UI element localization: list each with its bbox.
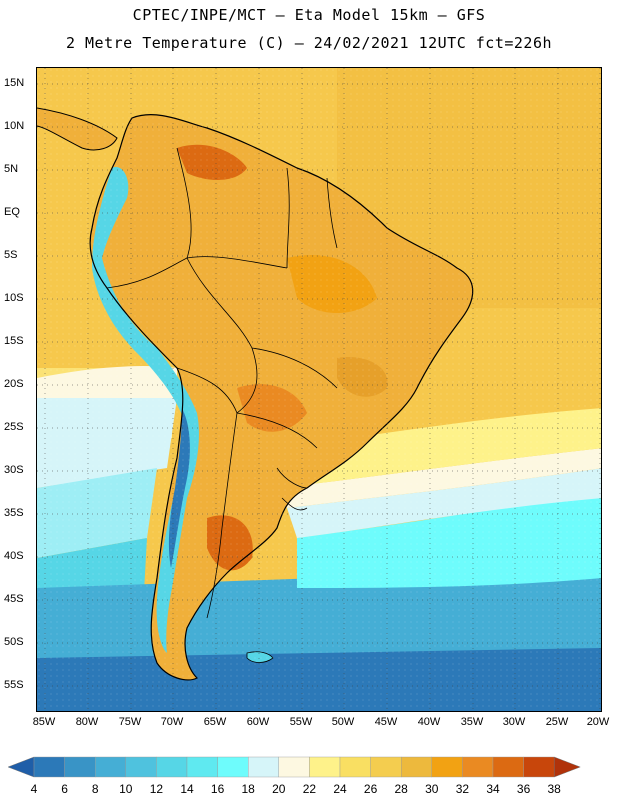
lat-label-10n: 10N: [4, 120, 25, 132]
coastline: [89, 114, 474, 681]
colorbar-tick-label: 18: [241, 782, 255, 796]
map-title: CPTEC/INPE/MCT – Eta Model 15km – GFS: [132, 6, 486, 24]
lon-label-70w: 70W: [160, 716, 184, 728]
lat-label-35s: 35S: [4, 507, 24, 519]
country-borders: [106, 147, 338, 619]
lat-label-5s: 5S: [4, 249, 18, 261]
lon-label-25w: 25W: [545, 716, 569, 728]
lon-label-20w: 20W: [586, 716, 610, 728]
map-subtitle: 2 Metre Temperature (C) – 24/02/2021 12U…: [65, 34, 553, 52]
lon-label-30w: 30W: [502, 716, 526, 728]
lon-label-45w: 45W: [374, 716, 398, 728]
colorbar-cell: [125, 756, 157, 778]
lon-label-40w: 40W: [417, 716, 441, 728]
lat-label-50s: 50S: [4, 636, 24, 648]
lat-label-40s: 40S: [4, 550, 24, 562]
colorbar-cell: [523, 756, 555, 778]
colorbar-low-arrow: [8, 756, 35, 778]
lat-label-55s: 55S: [4, 679, 24, 691]
lon-label-80w: 80W: [75, 716, 99, 728]
central-america-coastline: [37, 107, 118, 151]
lon-label-85w: 85W: [32, 716, 56, 728]
colorbar-cell: [431, 756, 463, 778]
colorbar-tick-label: 34: [486, 782, 500, 796]
colorbar-tick-label: 4: [30, 782, 38, 796]
colorbar-tick-label: 16: [210, 782, 225, 796]
colorbar-tick-label: 32: [455, 782, 470, 796]
colorbar-cell: [492, 756, 524, 778]
colorbar-cell: [339, 756, 371, 778]
lat-label-45s: 45S: [4, 593, 24, 605]
temperature-map: [36, 67, 602, 712]
temperature-colorbar: [8, 756, 581, 778]
colorbar-tick-label: 20: [272, 782, 286, 796]
colorbar-cell: [186, 756, 218, 778]
lon-label-35w: 35W: [460, 716, 484, 728]
colorbar-tick-label: 12: [149, 782, 164, 796]
colorbar-tick-label: 6: [61, 782, 68, 796]
lon-label-60w: 60W: [246, 716, 270, 728]
lat-label-20s: 20S: [4, 378, 24, 390]
lat-label-15s: 15S: [4, 335, 24, 347]
colorbar-cell: [309, 756, 341, 778]
lat-label-5n: 5N: [4, 163, 19, 175]
colorbar-tick-label: 14: [180, 782, 194, 796]
colorbar-tick-label: 26: [363, 782, 378, 796]
colorbar-tick-label: 22: [302, 782, 317, 796]
lon-label-50w: 50W: [331, 716, 355, 728]
colorbar-cell: [33, 756, 65, 778]
colorbar-tick-label: 36: [516, 782, 531, 796]
colorbar-cell: [94, 756, 126, 778]
texture-overlay: [37, 68, 601, 711]
colorbar-cell: [247, 756, 279, 778]
colorbar-tick-label: 8: [91, 782, 99, 796]
lon-label-65w: 65W: [203, 716, 227, 728]
colorbar-tick-label: 28: [394, 782, 408, 796]
colorbar-cell: [370, 756, 402, 778]
colorbar-tick-label: 38: [547, 782, 561, 796]
colorbar-cell: [278, 756, 310, 778]
lat-label-30s: 30S: [4, 464, 24, 476]
colorbar-cell: [462, 756, 494, 778]
lon-label-75w: 75W: [118, 716, 142, 728]
colorbar-cell: [401, 756, 433, 778]
colorbar-cell: [217, 756, 249, 778]
temperature-field: [37, 68, 601, 711]
colorbar-tick-label: 10: [119, 782, 133, 796]
colorbar-cell: [64, 756, 96, 778]
colorbar-tick-label: 30: [425, 782, 439, 796]
colorbar-high-arrow: [553, 756, 581, 778]
lat-label-eq: EQ: [4, 206, 20, 218]
colorbar-cell: [156, 756, 188, 778]
colorbar-tick-label: 24: [333, 782, 347, 796]
lon-label-55w: 55W: [289, 716, 313, 728]
lat-label-10s: 10S: [4, 292, 24, 304]
lat-label-25s: 25S: [4, 421, 24, 433]
lat-label-15n: 15N: [4, 77, 25, 89]
